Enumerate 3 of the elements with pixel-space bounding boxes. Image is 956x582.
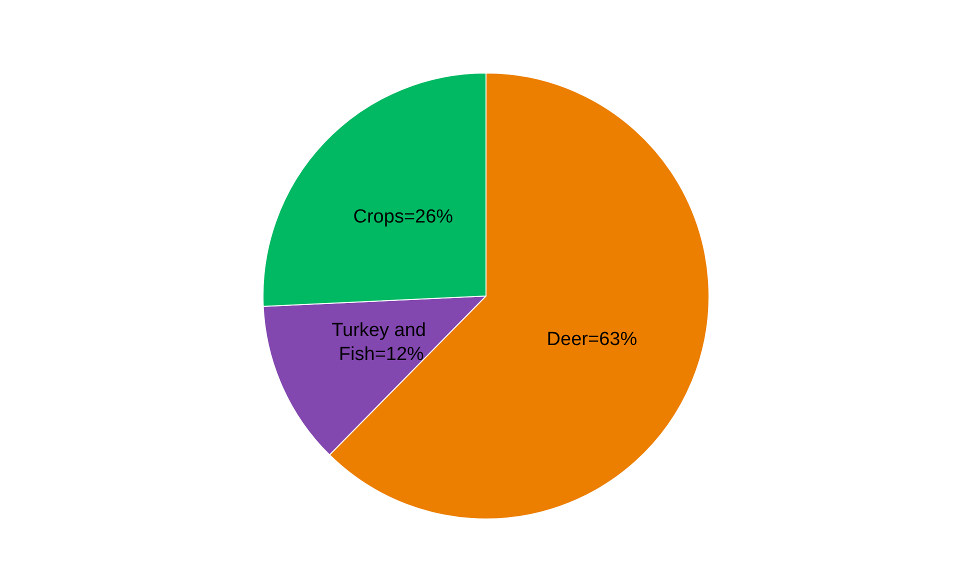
slice-label: Deer=63% bbox=[546, 328, 638, 350]
slice-label: Turkey and Fish=12% bbox=[332, 320, 432, 366]
slice-label: Crops=26% bbox=[353, 206, 454, 228]
